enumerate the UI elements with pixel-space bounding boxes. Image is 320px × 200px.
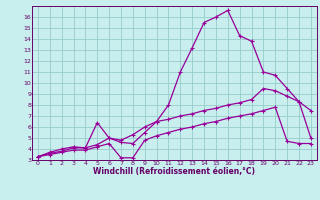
X-axis label: Windchill (Refroidissement éolien,°C): Windchill (Refroidissement éolien,°C) (93, 167, 255, 176)
